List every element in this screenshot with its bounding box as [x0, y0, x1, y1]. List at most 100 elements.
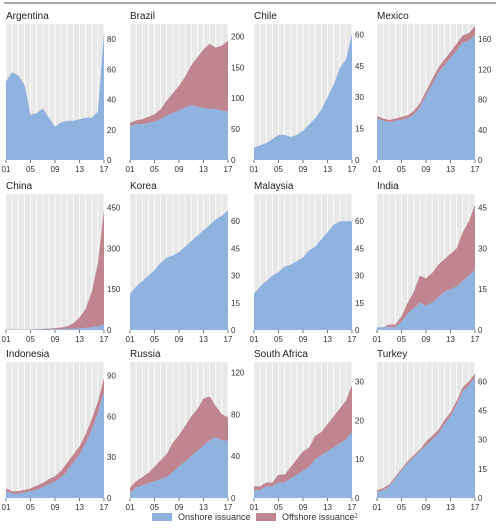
x-tick-label: 13 — [75, 503, 84, 512]
y-tick-label: 30 — [355, 93, 364, 102]
y-tick-label: 15 — [478, 465, 487, 474]
x-tick-label: 05 — [26, 165, 35, 174]
x-tick-label: 01 — [2, 165, 11, 174]
chart-panel-argentina: Argentina 01 05 09 13 170 20 40 60 80 — [2, 11, 117, 174]
x-tick-label: 13 — [323, 165, 332, 174]
y-tick-label: 50 — [231, 125, 240, 134]
series-area-onshore — [254, 431, 352, 498]
x-tick-label: 05 — [150, 165, 159, 174]
y-tick-label: 150 — [107, 285, 121, 294]
x-tick-label: 05 — [150, 503, 159, 512]
series-area-onshore — [6, 324, 104, 330]
series-area-offshore — [377, 204, 475, 328]
x-tick-label: 01 — [373, 165, 382, 174]
y-tick-label: 0 — [107, 326, 112, 335]
series-area-offshore — [377, 373, 475, 493]
legend-label-offshore: Offshore issuance — [282, 512, 355, 522]
y-tick-label: 60 — [478, 377, 487, 386]
y-tick-label: 15 — [231, 299, 240, 308]
chart-title: South Africa — [254, 349, 308, 360]
x-tick-label: 01 — [250, 503, 259, 512]
x-tick-label: 17 — [348, 503, 357, 512]
x-tick-label: 09 — [51, 165, 60, 174]
x-tick-label: 09 — [422, 165, 431, 174]
x-tick-label: 17 — [224, 165, 233, 174]
x-tick-label: 13 — [446, 165, 455, 174]
legend: Onshore issuance Offshore issuance 2 — [0, 508, 500, 526]
x-tick-label: 09 — [175, 335, 184, 344]
x-tick-label: 05 — [150, 335, 159, 344]
legend-item-onshore: Onshore issuance — [152, 510, 251, 524]
x-tick-label: 17 — [224, 335, 233, 344]
series-area-offshore — [254, 385, 352, 491]
x-tick-label: 09 — [422, 503, 431, 512]
x-tick-label: 01 — [2, 335, 11, 344]
chart-title: Brazil — [130, 11, 155, 22]
chart-title: Mexico — [377, 11, 409, 22]
y-tick-label: 0 — [107, 156, 112, 165]
chart-panel-mexico: Mexico 01 05 09 13 170 40 80 120 160 — [373, 11, 492, 174]
series-area-onshore — [377, 270, 475, 330]
x-tick-label: 13 — [199, 165, 208, 174]
y-tick-label: 20 — [107, 126, 116, 135]
x-tick-label: 09 — [51, 335, 60, 344]
y-tick-label: 450 — [107, 204, 121, 213]
y-tick-label: 0 — [478, 494, 483, 503]
series-area-onshore — [6, 33, 104, 160]
y-tick-label: 300 — [107, 244, 121, 253]
x-tick-label: 13 — [75, 335, 84, 344]
x-tick-label: 09 — [422, 335, 431, 344]
x-tick-label: 13 — [199, 335, 208, 344]
x-tick-label: 09 — [299, 503, 308, 512]
x-tick-label: 17 — [224, 503, 233, 512]
y-tick-label: 120 — [231, 368, 245, 377]
y-tick-label: 100 — [231, 94, 245, 103]
chart-title: Malaysia — [254, 181, 294, 192]
x-tick-label: 09 — [175, 165, 184, 174]
chart-panel-china: China 01 05 09 13 170 150 300 450 — [2, 181, 121, 344]
y-tick-label: 150 — [231, 63, 245, 72]
x-tick-label: 05 — [274, 165, 283, 174]
x-tick-label: 01 — [250, 165, 259, 174]
chart-panel-malaysia: Malaysia 01 05 09 13 170 15 30 45 60 — [250, 181, 365, 344]
x-tick-label: 17 — [100, 503, 109, 512]
x-tick-label: 13 — [75, 165, 84, 174]
y-tick-label: 45 — [355, 244, 364, 253]
x-tick-label: 09 — [299, 335, 308, 344]
x-tick-label: 01 — [373, 335, 382, 344]
y-tick-label: 40 — [478, 126, 487, 135]
x-tick-label: 01 — [126, 335, 135, 344]
x-tick-label: 05 — [274, 503, 283, 512]
series-area-onshore — [130, 437, 228, 498]
y-tick-label: 80 — [478, 96, 487, 105]
x-tick-label: 17 — [471, 335, 480, 344]
x-tick-label: 17 — [471, 165, 480, 174]
chart-panel-indonesia: Indonesia 01 05 09 13 170 30 60 90 — [2, 349, 117, 512]
y-tick-label: 45 — [231, 244, 240, 253]
series-area-offshore — [130, 40, 228, 126]
y-tick-label: 0 — [355, 494, 360, 503]
legend-label-onshore: Onshore issuance — [178, 512, 251, 522]
y-tick-label: 90 — [107, 372, 116, 381]
y-tick-label: 0 — [231, 494, 236, 503]
x-tick-label: 05 — [26, 335, 35, 344]
y-tick-label: 0 — [478, 326, 483, 335]
y-tick-label: 0 — [478, 156, 483, 165]
chart-panel-russia: Russia 01 05 09 13 170 40 80 120 — [126, 349, 245, 512]
series-area-onshore — [130, 105, 228, 160]
y-tick-label: 0 — [355, 326, 360, 335]
series-area-onshore — [377, 377, 475, 498]
series-area-offshore — [6, 210, 104, 330]
series-area-onshore — [254, 221, 352, 330]
y-tick-label: 200 — [231, 32, 245, 41]
x-tick-label: 05 — [274, 335, 283, 344]
x-tick-label: 13 — [199, 503, 208, 512]
x-tick-label: 17 — [348, 335, 357, 344]
y-tick-label: 0 — [231, 156, 236, 165]
series-area-onshore — [377, 35, 475, 161]
y-tick-label: 15 — [355, 125, 364, 134]
y-tick-label: 30 — [107, 453, 116, 462]
x-tick-label: 09 — [175, 503, 184, 512]
chart-panel-india: India 01 05 09 13 170 15 30 45 — [373, 181, 488, 344]
